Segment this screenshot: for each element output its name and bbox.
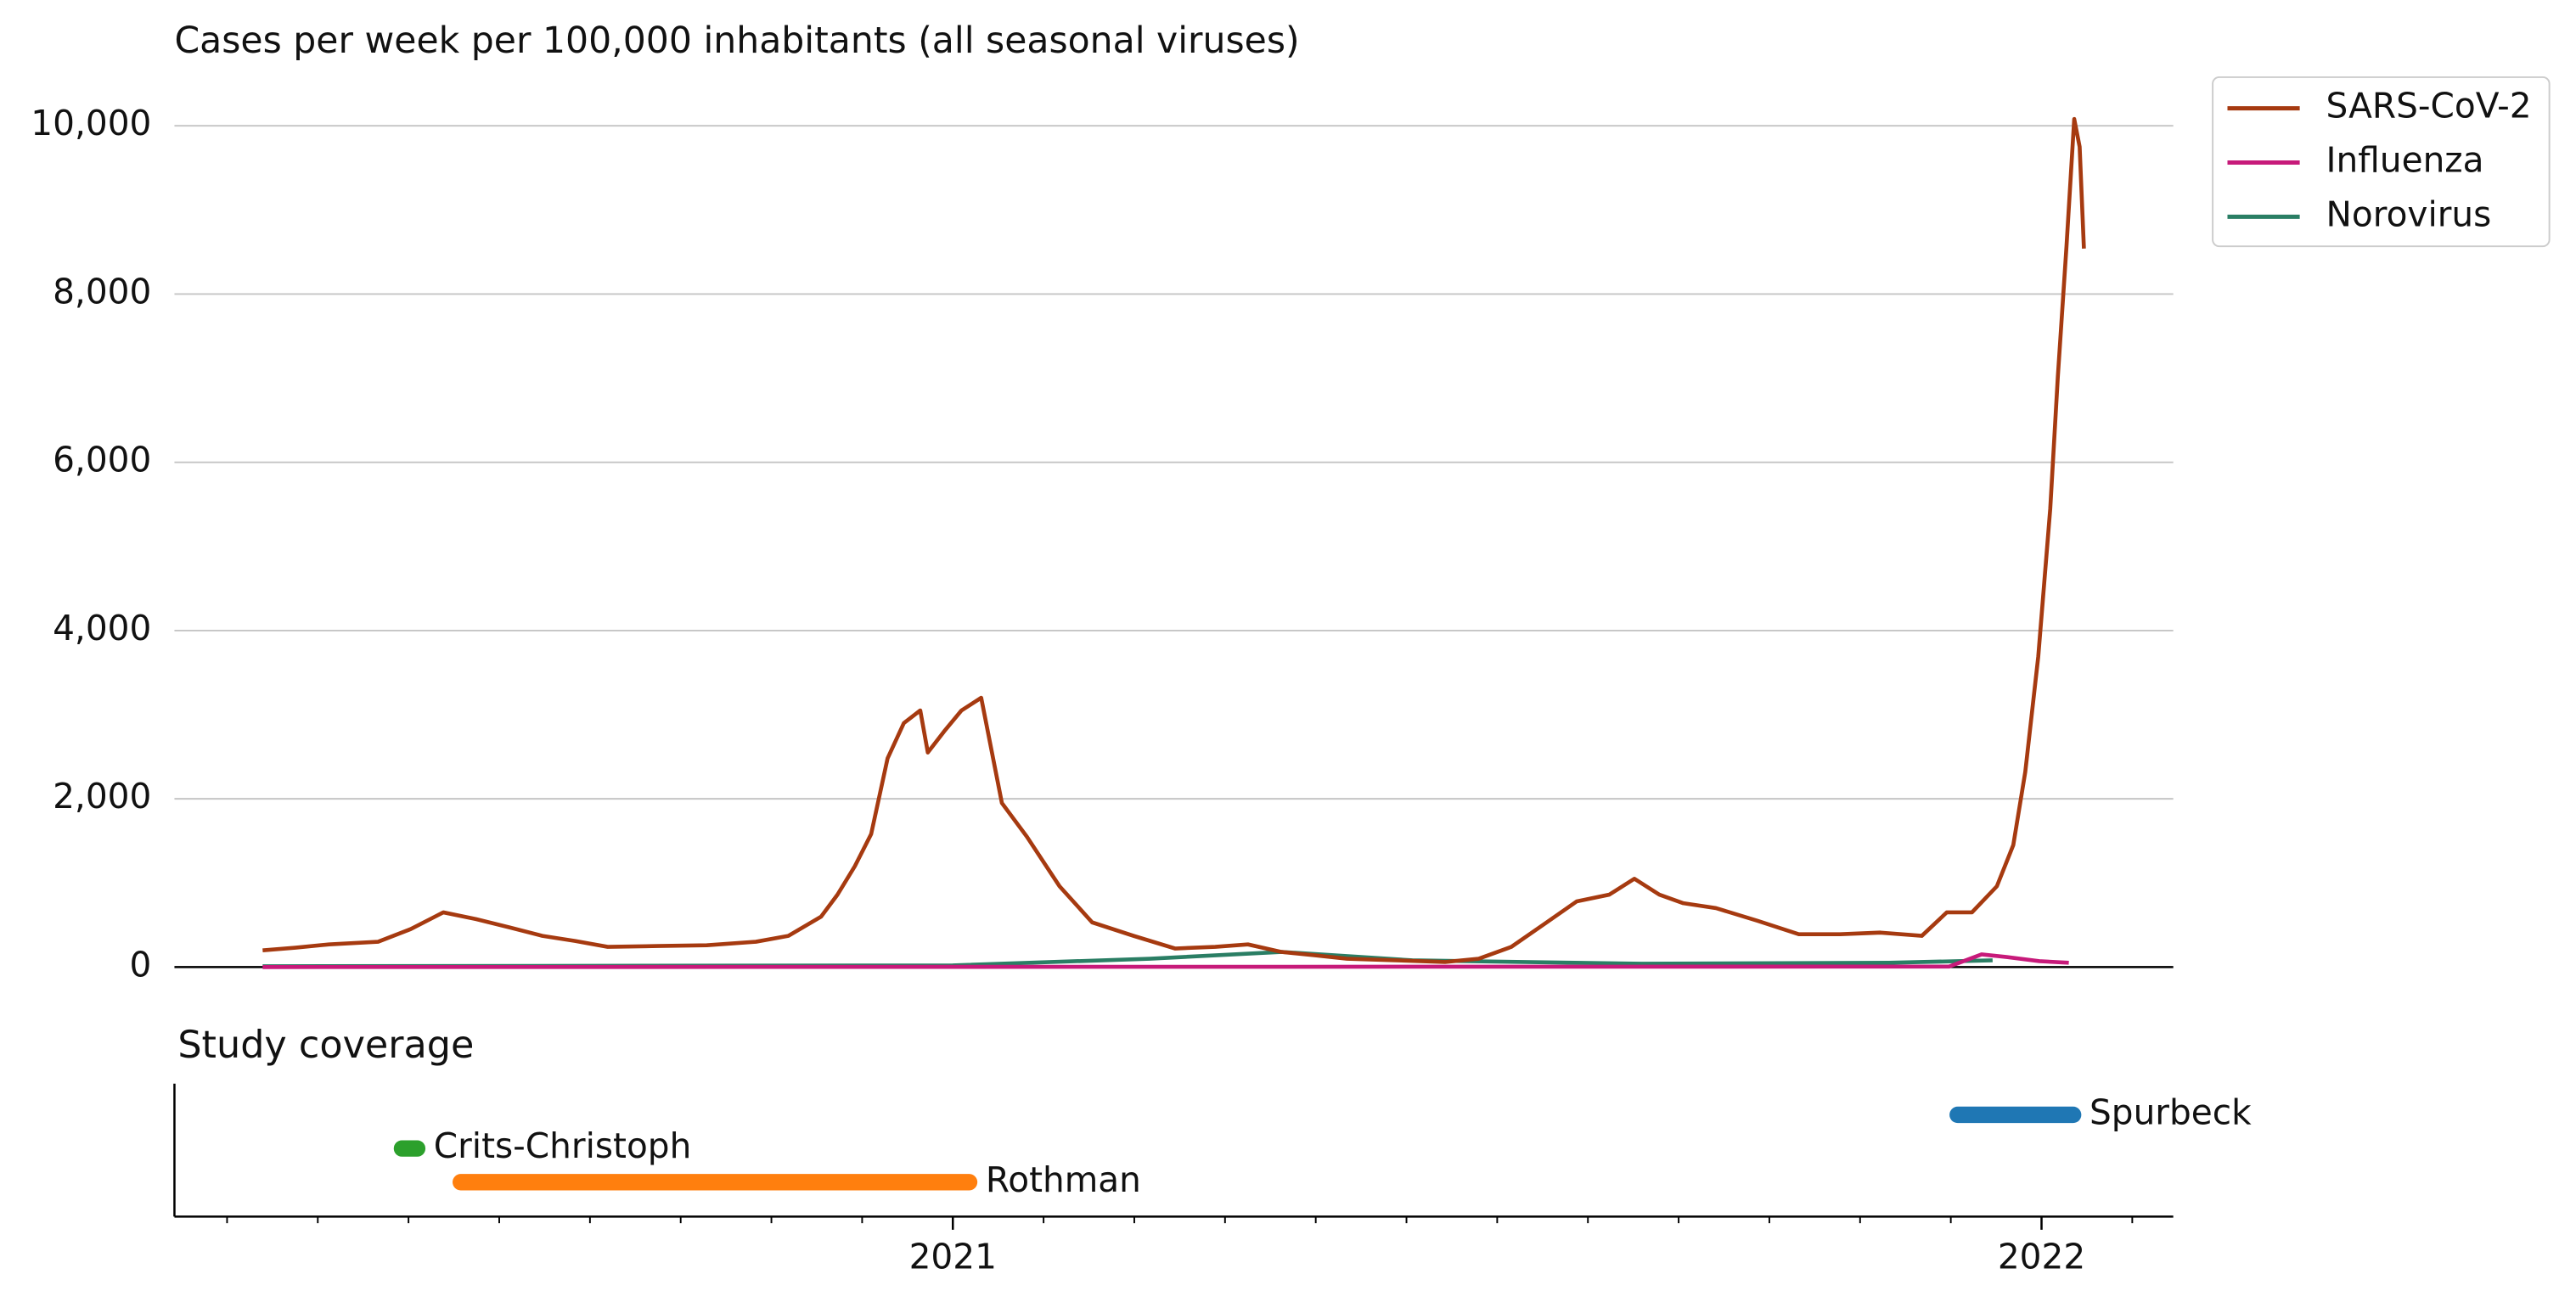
coverage-label: Rothman (986, 1159, 1141, 1200)
y-tick-label: 4,000 (53, 608, 151, 648)
legend-label: Influenza (2326, 140, 2484, 181)
x-tick-label: 2022 (1998, 1237, 2085, 1277)
chart-title: Cases per week per 100,000 inhabitants (… (174, 20, 1299, 62)
y-tick-label: 8,000 (53, 271, 151, 311)
coverage-title: Study coverage (177, 1024, 474, 1067)
y-tick-label: 0 (130, 944, 152, 985)
y-tick-label: 2,000 (53, 776, 151, 817)
legend-box (2212, 76, 2551, 248)
x-tick-label: 2021 (909, 1237, 997, 1277)
series-line (262, 116, 2086, 964)
coverage-label: Spurbeck (2089, 1092, 2252, 1132)
coverage-label: Crits-Christoph (434, 1125, 692, 1166)
series-line (262, 950, 1993, 968)
legend-label: SARS-CoV-2 (2326, 86, 2532, 126)
y-tick-label: 10,000 (31, 103, 151, 143)
y-tick-label: 6,000 (53, 440, 151, 480)
legend-label: Norovirus (2326, 194, 2492, 234)
series-line (262, 952, 2069, 969)
